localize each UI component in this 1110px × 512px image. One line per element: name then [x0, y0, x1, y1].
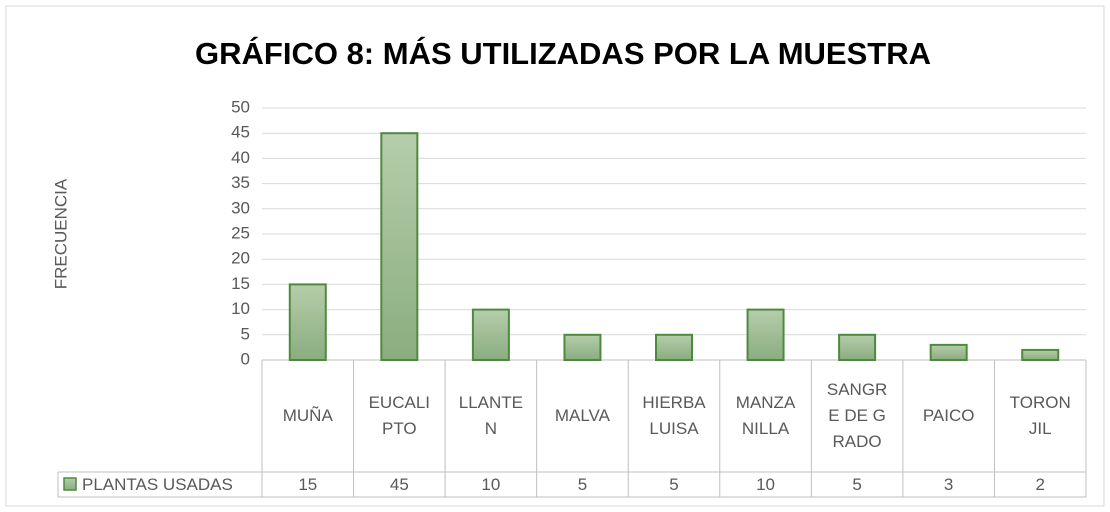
- y-axis-label: FRECUENCIA: [51, 178, 70, 289]
- y-tick-label: 30: [231, 198, 250, 217]
- bar: [471, 308, 510, 362]
- y-tick-label: 25: [231, 223, 250, 242]
- chart-title: GRÁFICO 8: MÁS UTILIZADAS POR LA MUESTRA: [195, 36, 931, 71]
- chart-border: [5, 5, 1105, 507]
- x-tick-label: MUÑA: [262, 360, 354, 472]
- x-tick-label: LLANTEN: [445, 360, 537, 472]
- category-text: LLANTEN: [458, 393, 523, 438]
- table-value: 3: [944, 475, 953, 494]
- x-tick-label: SANGRE DE GRADO: [811, 360, 903, 472]
- bar: [929, 343, 968, 362]
- category-text: MALVA: [554, 406, 610, 425]
- x-tick-label: TORONJIL: [994, 360, 1086, 472]
- y-tick-label: 15: [231, 274, 250, 293]
- y-tick-label: 0: [241, 349, 250, 368]
- y-tick-label: 50: [231, 97, 250, 116]
- y-tick-label: 35: [231, 173, 250, 192]
- bar: [380, 132, 419, 361]
- category-text: MANZANILLA: [735, 393, 796, 438]
- y-tick-label: 45: [231, 123, 250, 142]
- x-tick-label: EUCALIPTO: [354, 360, 446, 472]
- category-text: TORONJIL: [1009, 393, 1071, 438]
- y-tick-label: 10: [231, 299, 250, 318]
- table-value: 5: [669, 475, 678, 494]
- bar: [288, 283, 327, 361]
- table-value: 10: [481, 475, 500, 494]
- bar: [655, 333, 693, 361]
- table-value: 2: [1035, 475, 1044, 494]
- x-tick-label: MALVA: [537, 360, 629, 472]
- y-tick-label: 40: [231, 148, 250, 167]
- x-tick-label: MANZANILLA: [720, 360, 812, 472]
- y-tick-label: 5: [241, 324, 250, 343]
- table-value: 45: [390, 475, 409, 494]
- table-value: 5: [852, 475, 861, 494]
- bar: [746, 308, 785, 362]
- category-text: SANGRE DE GRADO: [826, 380, 888, 451]
- category-text: HIERBA LUISA: [642, 393, 706, 438]
- x-tick-label: HIERBA LUISA: [628, 360, 720, 472]
- table-value: 10: [756, 475, 775, 494]
- y-tick-label: 20: [231, 249, 250, 268]
- x-tick-label: PAICO: [903, 360, 995, 472]
- bar: [838, 333, 877, 361]
- legend-swatch: [63, 477, 77, 491]
- table-value: 5: [578, 475, 587, 494]
- category-text: EUCALIPTO: [368, 393, 431, 438]
- bar: [1021, 348, 1060, 362]
- bar: [563, 333, 602, 361]
- legend-label: PLANTAS USADAS: [82, 475, 233, 494]
- category-text: MUÑA: [282, 406, 333, 425]
- table-value: 15: [298, 475, 317, 494]
- category-text: PAICO: [922, 406, 975, 425]
